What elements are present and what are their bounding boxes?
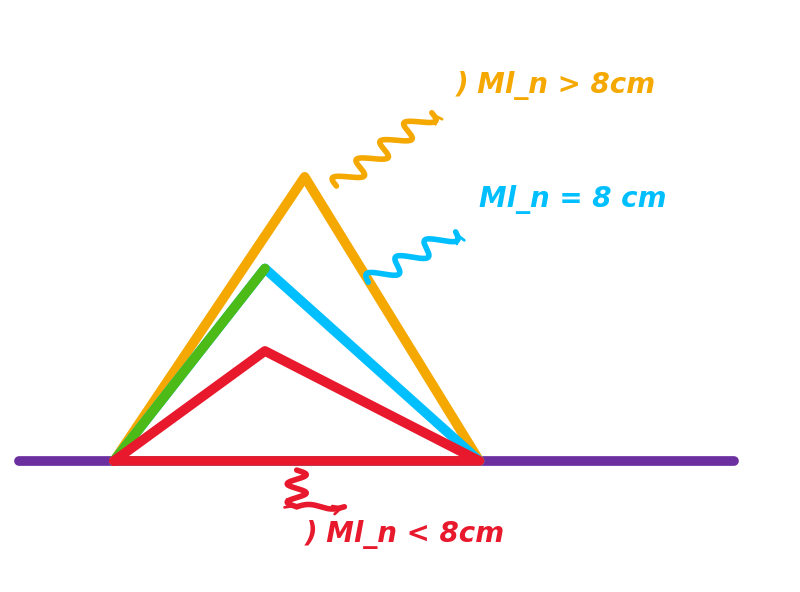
- Text: ) Ml_n > 8cm: ) Ml_n > 8cm: [456, 71, 656, 99]
- Text: ) Ml_n < 8cm: ) Ml_n < 8cm: [305, 520, 505, 549]
- Text: Ml_n = 8 cm: Ml_n = 8 cm: [479, 185, 667, 214]
